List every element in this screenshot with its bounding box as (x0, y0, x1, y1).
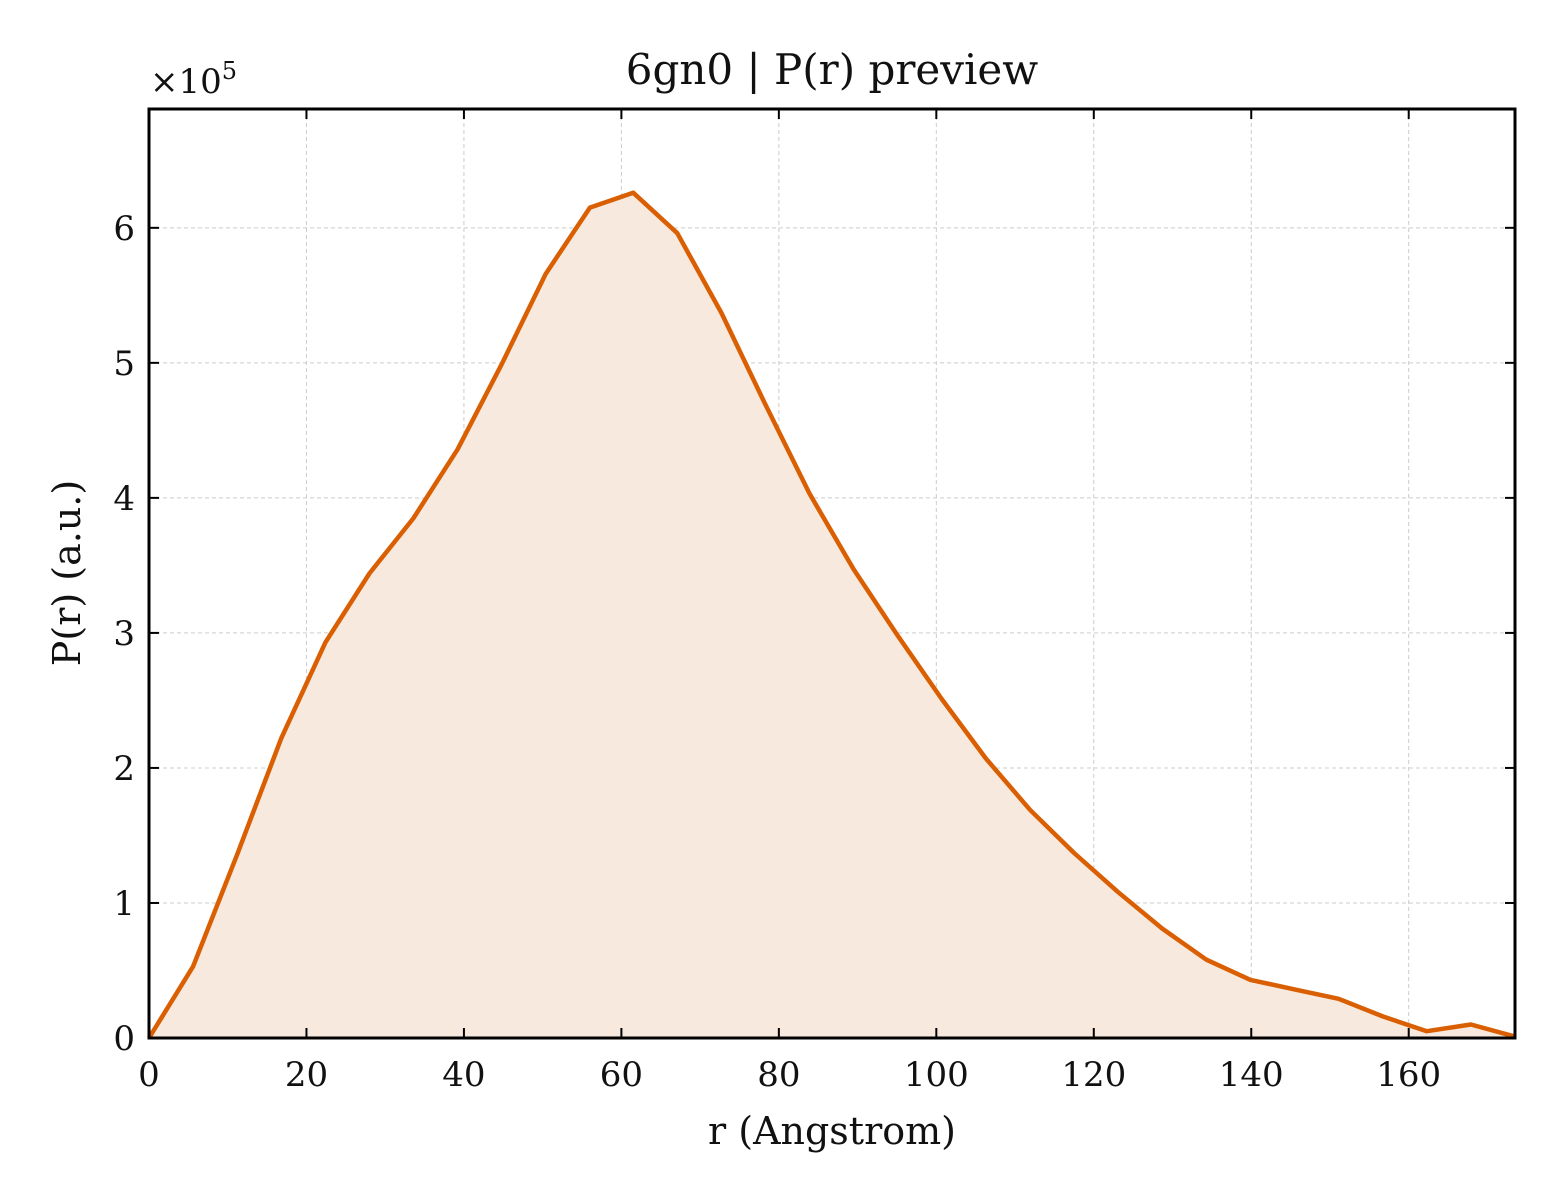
y-tick-label: 5 (113, 344, 135, 384)
y-tick-label: 0 (113, 1019, 135, 1059)
x-axis-label: r (Angstrom) (708, 1109, 956, 1153)
x-tick-label: 80 (757, 1055, 800, 1095)
series-area-fill (149, 192, 1515, 1038)
y-tick-label: 4 (113, 479, 135, 519)
chart-title: 6gn0 | P(r) preview (626, 45, 1039, 94)
x-tick-label: 20 (285, 1055, 328, 1095)
x-tick-label: 100 (904, 1055, 969, 1095)
x-tick-label: 60 (600, 1055, 643, 1095)
y-axis-multiplier: ×105 (150, 57, 237, 102)
x-tick-label: 160 (1376, 1055, 1441, 1095)
x-tick-label: 0 (138, 1055, 160, 1095)
y-multiplier-exponent: 5 (222, 57, 237, 85)
y-tick-label: 3 (113, 614, 135, 654)
x-tick-label: 40 (442, 1055, 485, 1095)
y-axis-label: P(r) (a.u.) (45, 480, 89, 666)
axis-ticks: 0 20 40 60 80 100 120 140 160 0 1 2 3 4 5 6 (113, 109, 1515, 1095)
plot-frame (147, 107, 1517, 1040)
y-multiplier-base: ×10 (150, 62, 222, 102)
series-line (147, 190, 1516, 1040)
x-tick-label: 140 (1219, 1055, 1284, 1095)
x-tick-label: 120 (1061, 1055, 1126, 1095)
y-tick-label: 1 (113, 884, 135, 924)
y-tick-label: 2 (113, 749, 135, 789)
y-tick-label: 6 (113, 209, 135, 249)
